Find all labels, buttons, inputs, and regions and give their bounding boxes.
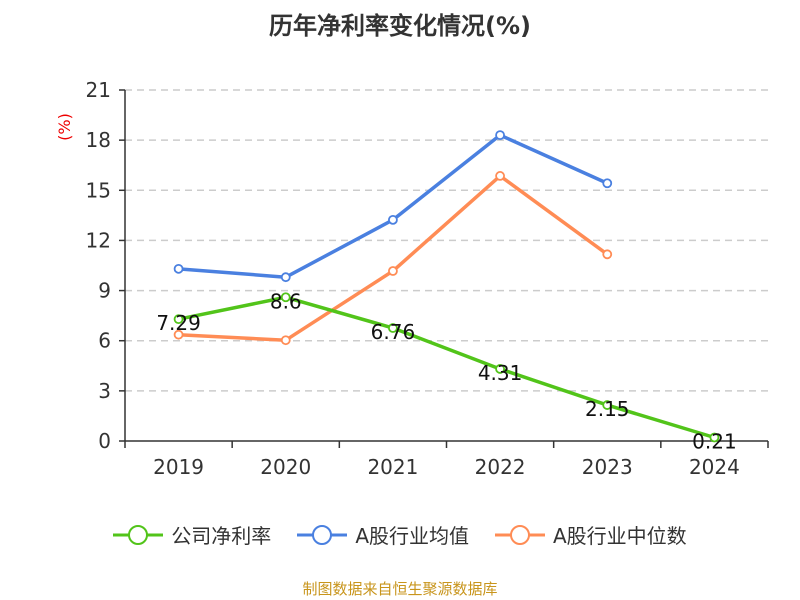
data-point <box>388 266 398 276</box>
legend-item[interactable]: A股行业均值 <box>297 520 469 549</box>
data-point <box>709 432 720 443</box>
y-tick-label: 3 <box>98 379 111 403</box>
data-label: 7.29 <box>156 311 201 335</box>
data-point <box>173 314 184 325</box>
legend-marker-icon <box>297 524 348 545</box>
data-label: 8.6 <box>270 289 302 313</box>
x-tick-label: 2022 <box>475 455 526 479</box>
source-note: 制图数据来自恒生聚源数据库 <box>302 580 498 598</box>
data-point <box>495 171 505 181</box>
data-point <box>173 329 184 340</box>
series-line-2 <box>178 174 609 342</box>
data-label: 6.76 <box>371 320 416 344</box>
data-point <box>602 178 613 189</box>
y-tick-label: 6 <box>98 329 111 353</box>
data-point <box>280 292 291 303</box>
y-tick-label: 9 <box>98 279 111 303</box>
y-tick-label: 18 <box>86 128 111 152</box>
data-point <box>173 263 184 274</box>
line-chart: 0 3 6 9 12 15 18 21 (%) 2019 2020 2021 2022 2023 2024 7… <box>55 78 769 479</box>
x-tick-label: 2023 <box>582 455 633 479</box>
legend-label: 公司净利率 <box>171 524 272 548</box>
data-label: 4.31 <box>478 361 523 385</box>
data-label: 0.21 <box>692 429 737 453</box>
legend-item[interactable]: A股行业中位数 <box>495 520 687 549</box>
data-point <box>495 364 505 374</box>
data-point <box>495 130 505 141</box>
y-tick-label: 0 <box>98 429 111 453</box>
data-point <box>602 249 613 260</box>
x-tick-label: 2024 <box>689 455 740 479</box>
y-axis-label: (%) <box>55 113 74 141</box>
legend-marker-icon <box>113 524 164 545</box>
data-point <box>388 214 398 225</box>
x-tick-label: 2021 <box>367 455 418 479</box>
data-point <box>602 400 613 410</box>
y-tick-label: 21 <box>86 78 111 102</box>
data-point <box>280 335 291 346</box>
legend: 公司净利率 A股行业均值 A股行业中位数 <box>0 520 800 549</box>
legend-item[interactable]: 公司净利率 <box>113 520 271 549</box>
y-tick-label: 12 <box>86 228 111 252</box>
x-tick-label: 2020 <box>260 455 311 479</box>
data-label: 2.15 <box>585 397 630 421</box>
series-line-0 <box>178 295 715 440</box>
data-point <box>280 272 291 283</box>
data-point <box>388 323 398 333</box>
y-tick-label: 15 <box>86 178 111 202</box>
legend-marker-icon <box>495 524 545 545</box>
legend-label: A股行业中位数 <box>553 524 687 548</box>
chart-title: 历年净利率变化情况(%) <box>269 12 531 40</box>
x-tick-label: 2019 <box>153 455 204 479</box>
legend-label: A股行业均值 <box>355 524 469 548</box>
